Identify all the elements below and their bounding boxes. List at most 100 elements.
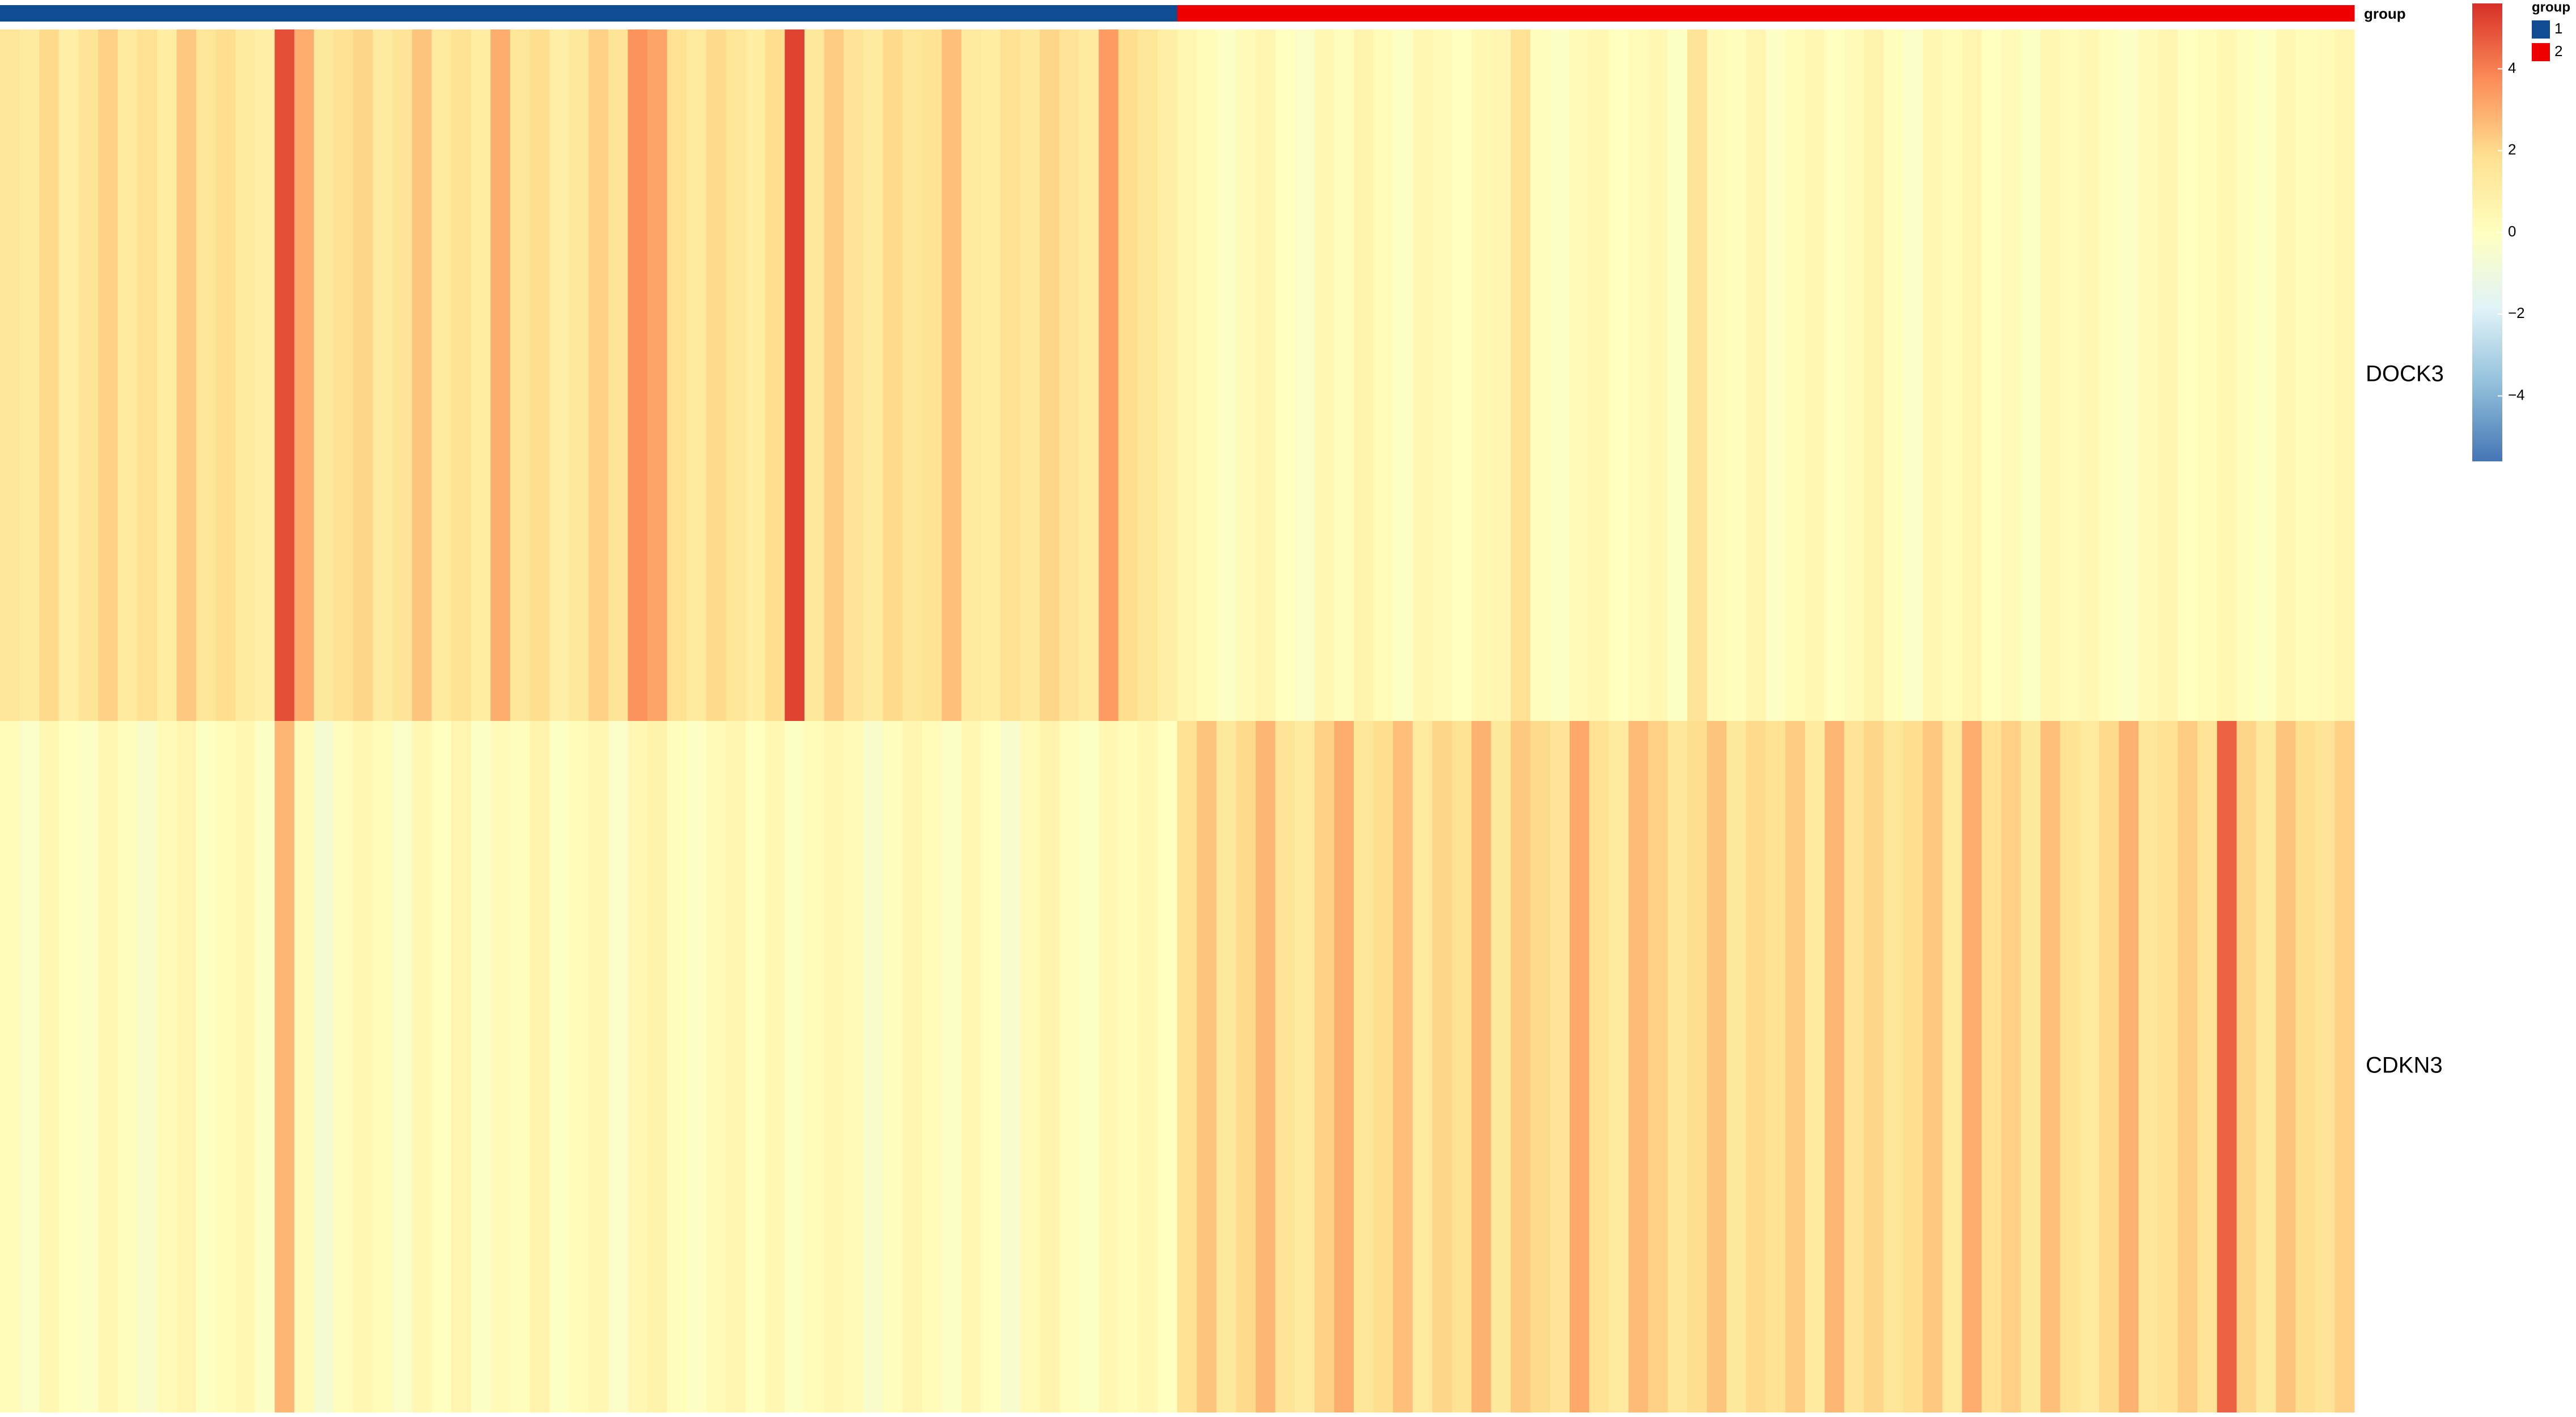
- annotation-cell: [1844, 5, 1865, 22]
- annotation-cell: [765, 5, 785, 22]
- heatmap-cell: [1589, 721, 1609, 1412]
- annotation-cell: [2177, 5, 2198, 22]
- heatmap-cell: [961, 721, 981, 1412]
- heatmap-cell: [412, 721, 432, 1412]
- heatmap-cell: [451, 29, 472, 721]
- annotation-cell: [1765, 5, 1786, 22]
- heatmap-cell: [1844, 721, 1865, 1412]
- heatmap-cell: [2040, 721, 2061, 1412]
- annotation-cell: [1373, 5, 1393, 22]
- heatmap-cell: [1785, 721, 1806, 1412]
- legend-swatch: [2532, 43, 2550, 61]
- heatmap-cell: [196, 29, 217, 721]
- heatmap-cell: [1118, 29, 1138, 721]
- heatmap-cell: [1863, 721, 1884, 1412]
- heatmap-cell: [1628, 721, 1649, 1412]
- annotation-cell: [372, 5, 393, 22]
- heatmap-cell: [647, 721, 668, 1412]
- heatmap-cell: [1648, 721, 1668, 1412]
- heatmap-cell: [1432, 721, 1452, 1412]
- annotation-cell: [1569, 5, 1590, 22]
- heatmap-cell: [1255, 721, 1276, 1412]
- heatmap-cell: [1334, 29, 1354, 721]
- heatmap-cell: [529, 29, 550, 721]
- heatmap-cell: [1628, 29, 1649, 721]
- heatmap-cell: [961, 29, 981, 721]
- heatmap-cell: [1040, 29, 1060, 721]
- heatmap-cell: [549, 29, 570, 721]
- annotation-cell: [1491, 5, 1511, 22]
- heatmap-cell: [981, 29, 1001, 721]
- heatmap-cell: [78, 29, 99, 721]
- heatmap-cell: [2334, 721, 2355, 1412]
- heatmap-cell: [1491, 721, 1511, 1412]
- heatmap-cell: [215, 721, 236, 1412]
- heatmap-cell: [1236, 721, 1256, 1412]
- annotation-cell: [1157, 5, 1177, 22]
- colorbar-tick-label: −4: [2508, 386, 2525, 403]
- annotation-cell: [98, 5, 118, 22]
- annotation-cell: [1706, 5, 1727, 22]
- annotation-cell: [824, 5, 844, 22]
- heatmap-cell: [1804, 721, 1825, 1412]
- heatmap-cell: [1216, 29, 1236, 721]
- annotation-cell: [19, 5, 40, 22]
- heatmap-cell: [1471, 721, 1492, 1412]
- heatmap-cell: [39, 721, 60, 1412]
- heatmap-cell: [569, 721, 589, 1412]
- heatmap-cell: [294, 29, 315, 721]
- annotation-cell: [1412, 5, 1433, 22]
- heatmap-cell: [902, 721, 923, 1412]
- annotation-cell: [490, 5, 511, 22]
- heatmap-cell: [1452, 29, 1472, 721]
- annotation-cell: [804, 5, 825, 22]
- heatmap-cell: [883, 29, 903, 721]
- heatmap-cell: [1353, 29, 1374, 721]
- annotation-cell: [2276, 5, 2296, 22]
- annotation-cell: [431, 5, 452, 22]
- heatmap-cell: [2197, 721, 2218, 1412]
- annotation-cell: [1667, 5, 1688, 22]
- heatmap-cell: [1079, 29, 1099, 721]
- heatmap-cell: [1726, 29, 1747, 721]
- heatmap-cell: [2001, 721, 2022, 1412]
- heatmap-cell: [902, 29, 923, 721]
- heatmap-cell: [2295, 29, 2316, 721]
- heatmap-cell: [1432, 29, 1452, 721]
- heatmap-cell: [117, 29, 138, 721]
- heatmap-cell: [824, 29, 844, 721]
- row-label: CDKN3: [2366, 1053, 2443, 1078]
- heatmap-cell: [2177, 29, 2198, 721]
- annotation-cell: [1118, 5, 1138, 22]
- heatmap-cell: [608, 29, 628, 721]
- heatmap-cell: [1157, 721, 1177, 1412]
- annotation-cell: [196, 5, 217, 22]
- heatmap-cell: [726, 721, 746, 1412]
- annotation-cell: [2217, 5, 2237, 22]
- heatmap-cell: [2177, 721, 2198, 1412]
- annotation-cell: [451, 5, 472, 22]
- annotation-cell: [706, 5, 727, 22]
- heatmap-cell: [1334, 721, 1354, 1412]
- heatmap-cell: [785, 721, 805, 1412]
- heatmap-cell: [313, 29, 334, 721]
- heatmap-cell: [294, 721, 315, 1412]
- annotation-cell: [902, 5, 923, 22]
- heatmap-cell: [372, 721, 393, 1412]
- annotation-cell: [1236, 5, 1256, 22]
- heatmap-cell: [137, 29, 158, 721]
- annotation-cell: [2158, 5, 2179, 22]
- heatmap-cell: [2020, 721, 2041, 1412]
- annotation-cell: [1648, 5, 1668, 22]
- annotation-cell: [667, 5, 687, 22]
- annotation-cell: [961, 5, 981, 22]
- heatmap-cell: [1412, 29, 1433, 721]
- row-label: DOCK3: [2366, 362, 2444, 387]
- annotation-cell: [0, 5, 20, 22]
- heatmap-cell: [2236, 721, 2257, 1412]
- annotation-cell: [1452, 5, 1472, 22]
- annotation-cell: [844, 5, 864, 22]
- heatmap-cell: [392, 721, 413, 1412]
